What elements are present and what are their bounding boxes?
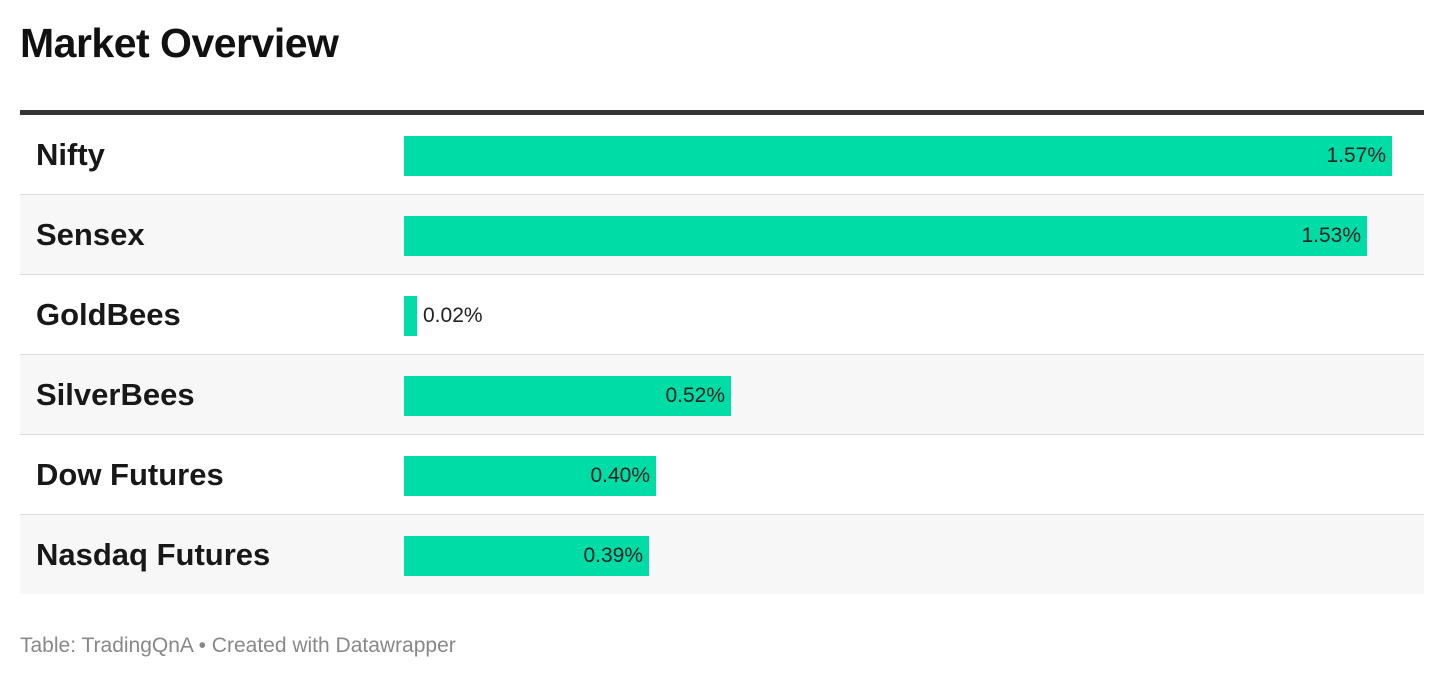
bar-track: 0.39% xyxy=(404,536,1392,576)
bar-value-label: 0.02% xyxy=(423,304,483,327)
row-label: Nifty xyxy=(36,137,105,172)
bar xyxy=(404,296,417,336)
row-label: GoldBees xyxy=(36,297,181,332)
row-label: SilverBees xyxy=(36,377,195,412)
bar xyxy=(404,216,1367,256)
table-row: Dow Futures 0.40% xyxy=(20,435,1424,515)
bar-track: 0.52% xyxy=(404,376,1392,416)
bar-value-label: 1.57% xyxy=(1326,144,1386,167)
table-row: Nasdaq Futures 0.39% xyxy=(20,515,1424,594)
row-label: Sensex xyxy=(36,217,145,252)
chart-footer: Table: TradingQnA • Created with Datawra… xyxy=(20,634,456,657)
bar-track: 1.53% xyxy=(404,216,1392,256)
bar-track: 0.02% xyxy=(404,296,1392,336)
bar-track: 1.57% xyxy=(404,136,1392,176)
row-label: Dow Futures xyxy=(36,457,224,492)
bar xyxy=(404,136,1392,176)
table-row: Sensex 1.53% xyxy=(20,195,1424,275)
bar xyxy=(404,536,649,576)
bar xyxy=(404,456,656,496)
table-row: Nifty 1.57% xyxy=(20,115,1424,195)
bar-value-label: 1.53% xyxy=(1301,224,1361,247)
bar-value-label: 0.40% xyxy=(590,464,650,487)
bar-track: 0.40% xyxy=(404,456,1392,496)
bar-value-label: 0.52% xyxy=(665,384,725,407)
bar xyxy=(404,376,731,416)
table-row: GoldBees 0.02% xyxy=(20,275,1424,355)
table-row: SilverBees 0.52% xyxy=(20,355,1424,435)
chart-title: Market Overview xyxy=(20,20,339,66)
market-table: Nifty 1.57% Sensex 1.53% GoldBees 0.02% Silver… xyxy=(20,110,1424,594)
bar-value-label: 0.39% xyxy=(583,544,643,567)
row-label: Nasdaq Futures xyxy=(36,537,271,572)
